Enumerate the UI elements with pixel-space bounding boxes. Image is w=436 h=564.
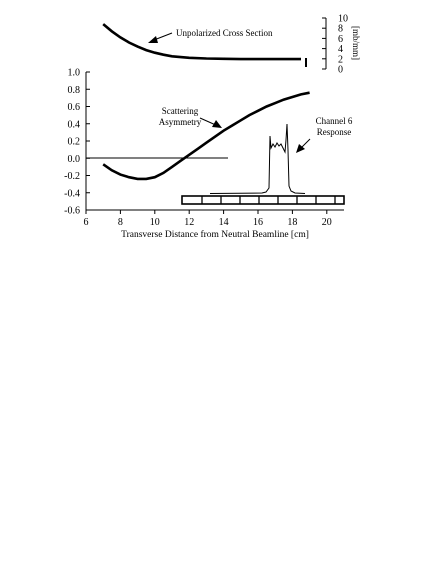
y-tick-label: 1.0 [68,68,81,79]
detector-strip-bar [181,195,345,205]
right-y-tick-label: 8 [338,24,343,35]
right-y-tick-label: 6 [338,34,343,45]
x-ticks: 6 8 10 12 14 16 18 20 [84,210,332,228]
x-tick-label: 8 [118,217,123,228]
asymmetry-label-line-2: Asymmetry [159,117,202,127]
left-y-ticks: 1.0 0.8 0.6 0.4 0.2 0.0 -0.2 -0.4 -0.6 [64,68,90,217]
x-tick-label: 18 [287,217,297,228]
x-axis-title: Transverse Distance from Neutral Beamlin… [121,229,309,240]
cross-section-label: Unpolarized Cross Section [176,28,273,38]
cross-section-curve [102,23,301,61]
channel-label-line-2: Response [317,127,352,137]
detector-strip-dividers [201,196,336,204]
channel-arrow-head [296,144,305,153]
channel-label-line-1: Channel 6 [316,116,353,126]
y-tick-label: 0.6 [68,102,81,113]
y-tick-label: -0.2 [64,171,80,182]
x-tick-label: 6 [84,217,89,228]
x-tick-label: 20 [322,217,332,228]
asymmetry-arrow-head [212,120,222,128]
y-tick-label: 0.8 [68,85,81,96]
x-tick-label: 14 [219,217,229,228]
cross-section-arrow-head [148,36,158,43]
cross-section-arrow-shaft [153,32,173,41]
asymmetry-chart: 1.0 0.8 0.6 0.4 0.2 0.0 -0.2 -0.4 -0.6 6 8 10 12 14 1… [64,68,344,240]
channel-response-trace [209,123,306,194]
right-y-tick-label: 0 [338,65,343,76]
y-tick-label: -0.6 [64,206,80,217]
x-tick-label: 10 [150,217,160,228]
channel-response-inset: Channel 6 Response [181,116,353,205]
y-tick-label: 0.0 [68,154,81,165]
x-tick-label: 12 [184,217,194,228]
right-y-axis-title: [mb/mm] [351,26,361,60]
y-tick-label: 0.2 [68,137,81,148]
x-tick-label: 16 [253,217,263,228]
y-tick-label: 0.4 [68,119,81,130]
right-y-tick-label: 4 [338,44,343,55]
asymmetry-label-line-1: Scattering [162,106,199,116]
right-y-tick-label: 2 [338,54,343,65]
asymmetry-curve [102,91,310,181]
y-tick-label: -0.4 [64,188,80,199]
right-y-tick-label: 10 [338,14,348,25]
